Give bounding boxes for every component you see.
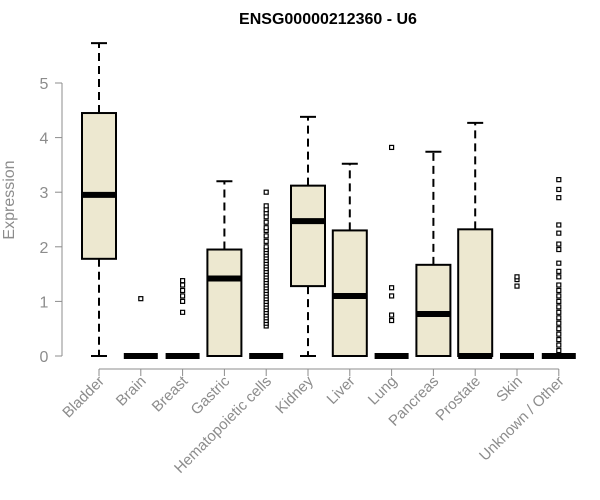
- outlier-point: [389, 312, 395, 318]
- outlier-point: [556, 287, 562, 294]
- box-group: [457, 121, 494, 359]
- outlier-point: [389, 144, 395, 151]
- outlier-point: [263, 233, 269, 239]
- outlier-point: [180, 282, 186, 288]
- outlier-point: [514, 283, 520, 289]
- outlier-point: [263, 238, 269, 244]
- outlier-point: [556, 282, 562, 288]
- outlier-point: [556, 337, 562, 343]
- box-iqr: [457, 228, 494, 357]
- outlier-point: [556, 268, 562, 274]
- box-iqr: [415, 263, 452, 357]
- box-group: [249, 189, 284, 359]
- outlier-point: [180, 278, 186, 284]
- outlier-point: [138, 296, 144, 302]
- x-tick-label: Bladder: [59, 373, 108, 422]
- y-tick-label: 0: [40, 349, 49, 366]
- x-tick-label: Brain: [113, 373, 150, 410]
- x-tick-label: Skin: [493, 373, 526, 406]
- y-tick-label: 2: [40, 240, 49, 257]
- outlier-point: [556, 315, 562, 321]
- outlier-point: [556, 320, 562, 326]
- outlier-point: [389, 285, 395, 291]
- outlier-point: [556, 331, 562, 337]
- y-tick-label: 3: [40, 185, 49, 202]
- y-tick-label: 4: [40, 131, 49, 148]
- chart-title: ENSG00000212360 - U6: [239, 11, 417, 28]
- x-tick-label: Liver: [324, 373, 359, 408]
- box-group: [206, 180, 243, 357]
- box-group: [331, 162, 368, 357]
- axes: 0 1 2 3 4 5: [40, 76, 560, 376]
- x-tick-label: Lung: [365, 373, 401, 409]
- outlier-point: [556, 241, 562, 247]
- outlier-point: [389, 317, 395, 324]
- outlier-point: [180, 309, 186, 315]
- box-group: [81, 42, 117, 357]
- outlier-point: [556, 342, 562, 348]
- outlier-point: [556, 326, 562, 332]
- outlier-point: [556, 195, 562, 201]
- outlier-point: [180, 287, 186, 294]
- outlier-point: [263, 189, 269, 195]
- outlier-point: [514, 274, 520, 280]
- outlier-point: [556, 347, 562, 354]
- outlier-point: [180, 293, 186, 299]
- x-tick-label: Kidney: [272, 372, 317, 417]
- outlier-point: [180, 298, 186, 304]
- outlier-point: [263, 219, 269, 225]
- outlier-point: [556, 222, 562, 228]
- outlier-point: [556, 293, 562, 299]
- outlier-point: [556, 177, 562, 183]
- y-axis-label: Expression: [1, 160, 18, 239]
- box-iqr: [81, 112, 117, 260]
- outlier-point: [263, 225, 269, 231]
- box-group: [374, 144, 409, 359]
- box-group: [541, 177, 576, 359]
- y-tick-label: 1: [40, 294, 49, 311]
- outlier-point: [556, 274, 562, 280]
- box-group: [500, 274, 534, 359]
- outlier-point: [263, 203, 269, 209]
- box-group: [415, 150, 452, 357]
- outlier-point: [556, 260, 562, 266]
- outlier-point: [556, 298, 562, 304]
- box-group: [290, 115, 326, 357]
- outlier-point: [389, 293, 395, 299]
- box-group: [165, 278, 200, 359]
- outlier-point: [556, 186, 562, 193]
- boxes-layer: [81, 42, 576, 359]
- box-iqr: [290, 184, 326, 288]
- y-tick-label: 5: [40, 76, 49, 93]
- box-group: [123, 296, 158, 359]
- x-tick-label: Breast: [149, 372, 192, 415]
- outlier-point: [263, 244, 269, 250]
- outlier-point: [556, 230, 562, 236]
- outlier-point: [556, 246, 562, 253]
- x-tick-label: Prostate: [432, 373, 484, 425]
- box-iqr: [206, 248, 243, 357]
- outlier-point: [556, 309, 562, 315]
- outlier-point: [556, 304, 562, 310]
